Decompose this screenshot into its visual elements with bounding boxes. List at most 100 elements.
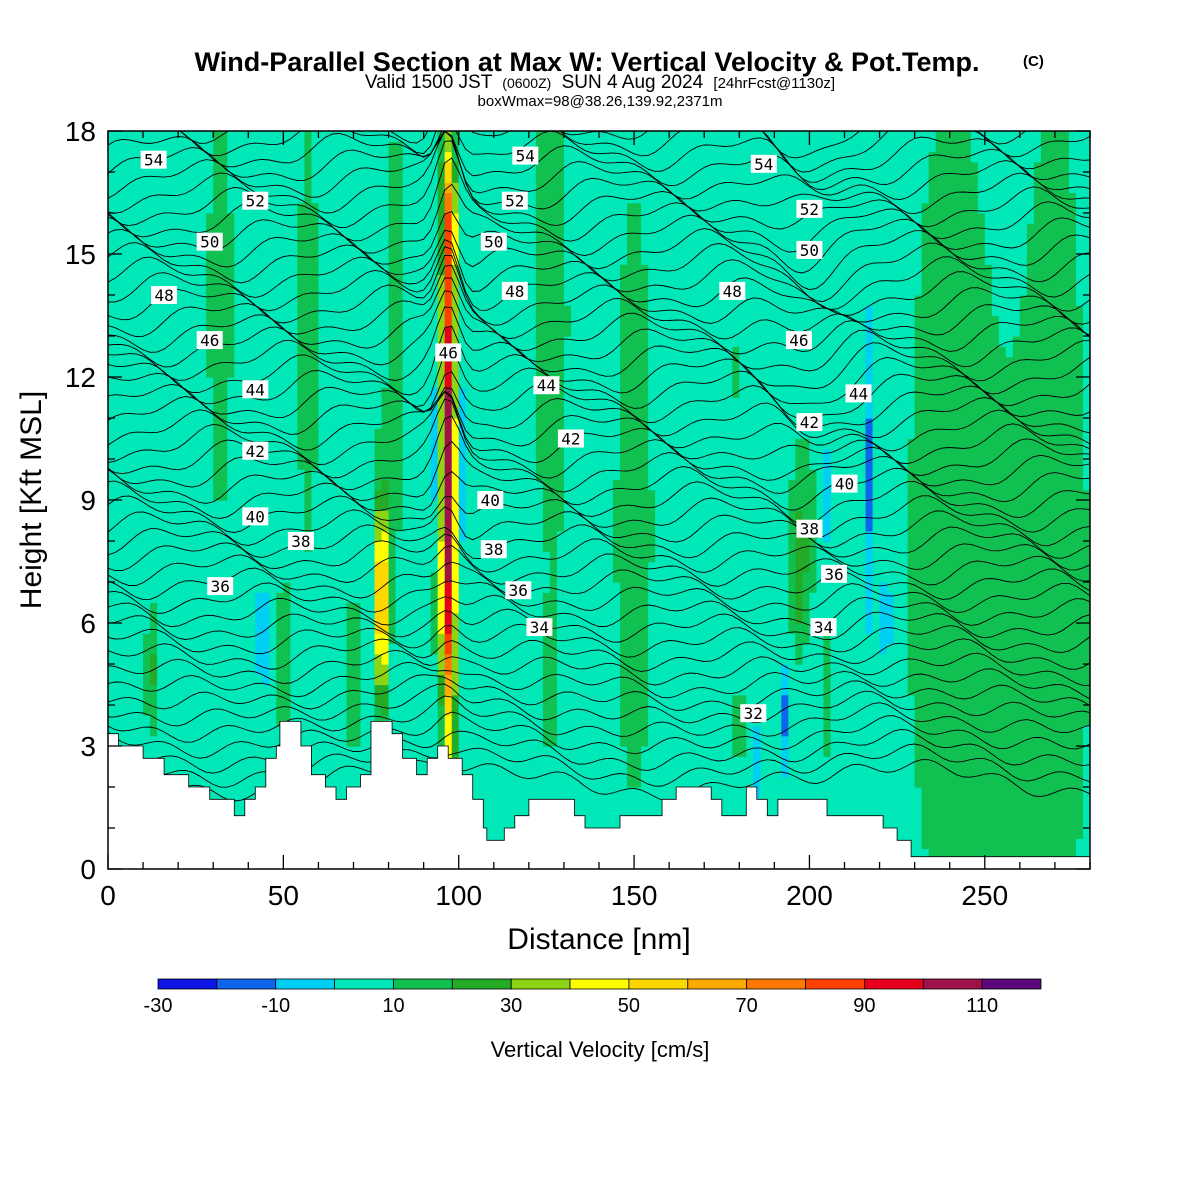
theta-label: 36 [824, 565, 843, 584]
theta-contour-line [108, 506, 1090, 549]
copyright-mark: (C) [1023, 53, 1044, 70]
theta-label: 48 [505, 282, 524, 301]
theta-label: 50 [484, 233, 503, 252]
theta-label-box [512, 146, 539, 165]
colorbar-swatch [157, 978, 218, 990]
theta-labels: 54 54 54 52 52 52 50 50 50 48 48 48 46 46 46 44 44 44 42 42… [140, 146, 872, 723]
theta-label: 46 [439, 343, 458, 362]
y-tick-label: 0 [80, 854, 96, 885]
theta-contour-line [108, 623, 1090, 658]
theta-label: 54 [516, 147, 535, 166]
colorbar-swatch [334, 978, 394, 990]
x-axis-label: Distance [nm] [507, 923, 690, 956]
theta-contour-line [108, 695, 1090, 743]
theta-contour-line [108, 415, 1090, 494]
theta-label-box [505, 581, 532, 600]
theta-label: 52 [800, 200, 819, 219]
theta-label: 50 [800, 241, 819, 260]
theta-label: 32 [744, 704, 763, 723]
terrain-profile [107, 721, 1091, 870]
x-tick-label: 200 [786, 880, 833, 911]
theta-label: 52 [246, 192, 265, 211]
theta-label-box [242, 191, 269, 210]
colorbar-swatch [922, 978, 983, 990]
theta-label-box [831, 474, 858, 493]
colorbar-swatch [628, 978, 689, 990]
theta-contour-line [108, 131, 1090, 190]
colorbar-swatch [569, 978, 630, 990]
colorbar-tick-label: 30 [500, 995, 522, 1017]
theta-contour-line [108, 229, 1090, 302]
valid-time-line: Valid 1500 JST (0600Z) SUN 4 Aug 2024 [2… [365, 72, 835, 93]
y-axis-label: Height [Kft MSL] [15, 391, 48, 609]
theta-label-box [287, 532, 314, 550]
y-tick-label: 6 [80, 608, 96, 639]
theta-label: 44 [537, 376, 556, 395]
theta-label-box [501, 191, 528, 210]
theta-label: 38 [800, 520, 819, 539]
theta-contour-line [108, 371, 1090, 430]
theta-label-box [477, 491, 504, 509]
theta-label-box [151, 286, 178, 304]
theta-label-box [480, 232, 507, 251]
theta-label: 36 [509, 581, 528, 600]
theta-label: 46 [789, 331, 808, 350]
theta-label-box [796, 519, 823, 538]
theta-label-box [740, 704, 767, 723]
theta-contour-line [108, 325, 1090, 405]
theta-label: 52 [505, 192, 524, 211]
theta-label-box [242, 507, 269, 526]
theta-label: 42 [246, 442, 265, 461]
theta-contour-line [108, 683, 1090, 727]
theta-label-box [242, 441, 269, 460]
chart-title: Wind-Parallel Section at Max W: Vertical… [195, 47, 980, 77]
colorbar-tick-label: -30 [144, 995, 173, 1017]
x-tick-label: 150 [611, 880, 658, 911]
theta-label-box [480, 540, 507, 559]
colorbar-swatch [805, 978, 865, 990]
terrain [107, 721, 1091, 870]
theta-label-box [196, 232, 223, 251]
theta-contour-line [108, 348, 1090, 419]
theta-label-box [435, 343, 462, 362]
x-tick-label: 50 [268, 880, 299, 911]
box-wmax-info: boxWmax=98@38.26,139.92,2371m [478, 93, 723, 110]
forecast-info: [24hrFcst@1130z] [713, 75, 835, 92]
theta-label: 38 [484, 540, 503, 559]
colorbar-tick-label: 70 [736, 995, 758, 1017]
theta-contour-line [108, 580, 1090, 614]
theta-contour-line [108, 638, 1090, 672]
theta-label-box [750, 154, 777, 173]
theta-label: 44 [246, 380, 265, 399]
theta-label-box [557, 429, 584, 448]
theta-contour-line [108, 290, 1090, 372]
theta-contour-line [108, 649, 1090, 686]
theta-label-box [526, 618, 553, 637]
theta-label-box [196, 331, 223, 350]
theta-label-box [796, 240, 823, 259]
theta-contour-line [108, 594, 1090, 628]
theta-label: 42 [800, 413, 819, 432]
theta-contour-line [108, 183, 1090, 274]
theta-contour-line [108, 131, 1090, 183]
y-tick-label: 3 [80, 731, 96, 762]
theta-label-box [501, 281, 528, 300]
x-tick-label: 250 [961, 880, 1008, 911]
colorbar-swatch [451, 978, 512, 990]
theta-label: 54 [754, 155, 773, 174]
colorbar-swatch [510, 978, 571, 990]
colorbar-swatch [393, 978, 453, 990]
theta-label: 40 [835, 475, 854, 494]
theta-label-box [719, 281, 746, 300]
theta-label-box [821, 564, 847, 583]
theta-contour-line [108, 533, 1090, 574]
theta-contour-line [108, 140, 1090, 230]
valid-date: SUN 4 Aug 2024 [562, 72, 704, 93]
theta-contour-line [108, 440, 1090, 511]
theta-label: 54 [144, 151, 163, 170]
theta-contour-line [108, 390, 1090, 452]
theta-contour-line [108, 387, 1090, 439]
colorbar-label: Vertical Velocity [cm/s] [491, 1037, 710, 1062]
y-tick-label: 15 [65, 239, 96, 270]
